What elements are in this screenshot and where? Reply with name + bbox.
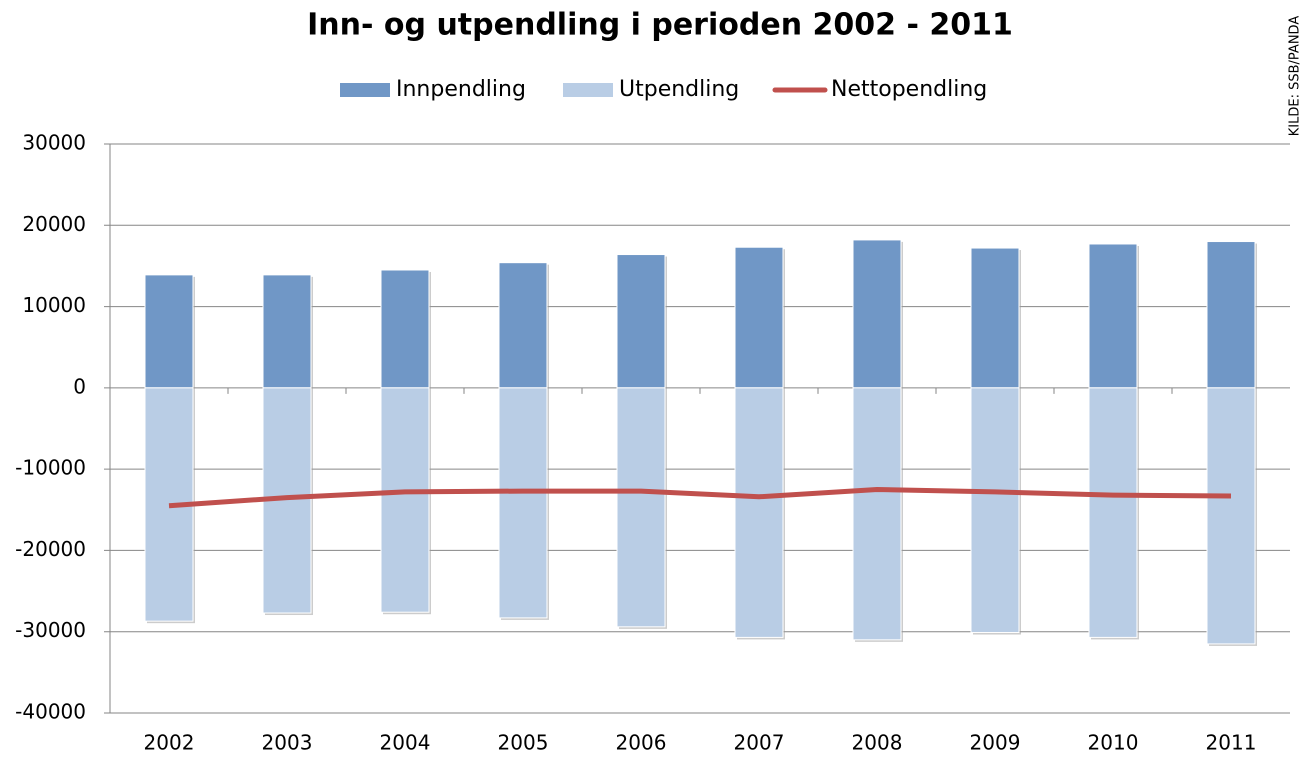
x-tick-label: 2005 <box>498 731 549 755</box>
x-tick-label: 2011 <box>1206 731 1257 755</box>
x-tick-label: 2007 <box>734 731 785 755</box>
chart-title: Inn- og utpendling i perioden 2002 - 201… <box>307 8 1013 43</box>
bar <box>616 254 666 389</box>
y-tick-label: 20000 <box>22 212 86 236</box>
bar <box>852 387 902 641</box>
x-tick-label: 2009 <box>970 731 1021 755</box>
y-tick-label: -10000 <box>15 456 86 480</box>
x-tick-label: 2010 <box>1088 731 1139 755</box>
legend-label: Utpendling <box>619 77 739 102</box>
y-tick-label: -20000 <box>15 537 86 561</box>
x-tick-label: 2004 <box>380 731 431 755</box>
y-tick-label: -40000 <box>15 700 86 724</box>
source: KILDE: SSB/PANDA <box>1288 16 1303 137</box>
y-tick-label: -30000 <box>15 618 86 642</box>
y-tick-label: 10000 <box>22 293 86 317</box>
legend-swatch <box>563 83 613 97</box>
bar <box>970 247 1020 389</box>
bar <box>262 274 312 389</box>
legend-label: Innpendling <box>396 77 526 102</box>
bar <box>852 239 902 389</box>
bar <box>1206 241 1256 389</box>
bar <box>380 387 430 613</box>
legend-swatch <box>340 83 390 97</box>
x-tick-label: 2008 <box>852 731 903 755</box>
bar <box>498 387 548 619</box>
legend-label: Nettopendling <box>831 77 987 102</box>
bar <box>616 387 666 628</box>
x-tick-label: 2003 <box>262 731 313 755</box>
bar <box>144 274 194 389</box>
x-tick-label: 2006 <box>616 731 667 755</box>
bar <box>1206 387 1256 645</box>
y-tick-label: 30000 <box>22 131 86 155</box>
line <box>168 486 1232 509</box>
x-tick-label: 2002 <box>144 731 195 755</box>
bar <box>734 387 784 638</box>
y-tick-label: 0 <box>73 374 86 398</box>
bar <box>734 246 784 389</box>
bar <box>498 262 548 389</box>
bar <box>970 387 1020 634</box>
bar <box>380 269 430 389</box>
bar <box>1088 243 1138 389</box>
bar <box>1088 387 1138 638</box>
